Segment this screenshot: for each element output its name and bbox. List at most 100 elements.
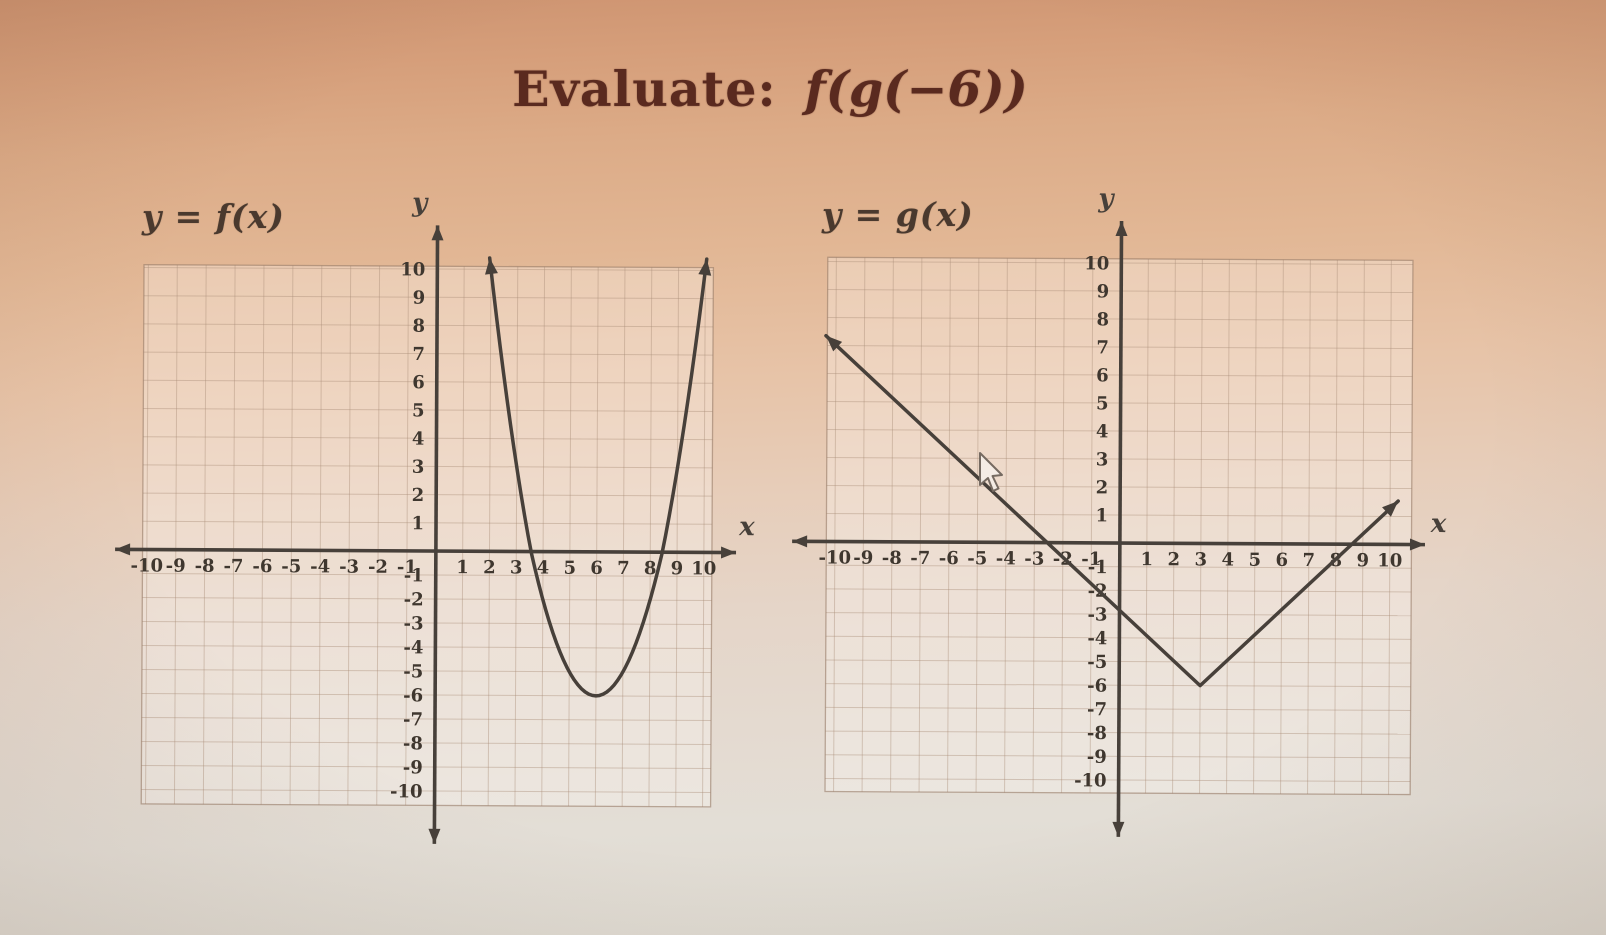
grid-line: [143, 295, 714, 300]
grid-line: [142, 464, 713, 469]
grid-line: [141, 716, 712, 721]
x-tick-label: -10: [130, 555, 163, 576]
x-tick-label: 2: [1167, 549, 1180, 570]
grid-line: [975, 258, 980, 793]
graph-f-title: y = f(x): [142, 197, 285, 236]
grid-line: [1307, 259, 1311, 795]
grid-line: [890, 257, 894, 792]
grid-line: [142, 572, 712, 577]
y-tick-label: -5: [1087, 652, 1107, 673]
x-tick-label: 6: [590, 558, 603, 579]
grid-line: [260, 265, 265, 805]
x-axis-label: x: [738, 512, 755, 542]
x-axis-left-arrowhead: [792, 535, 808, 548]
grid-line: [142, 644, 712, 649]
grid-line: [143, 379, 713, 384]
grid-line: [141, 788, 711, 793]
x-tick-label: 9: [671, 558, 684, 579]
grid-line: [1388, 260, 1392, 795]
y-tick-label: 8: [412, 316, 425, 337]
grid-line: [142, 596, 712, 601]
x-tick-label: 4: [1221, 550, 1234, 571]
x-tick-label: 10: [1377, 550, 1402, 571]
y-tick-label: 2: [412, 485, 425, 506]
problem-title-prefix: Evaluate:: [512, 60, 777, 118]
grid-line: [648, 267, 653, 807]
x-tick-label: 3: [510, 557, 523, 578]
x-tick-label: 1: [456, 557, 469, 578]
grid-line: [231, 265, 236, 805]
function-curve: [487, 256, 709, 698]
grid-line: [514, 266, 519, 806]
grid-line: [142, 520, 713, 525]
x-tick-label: -6: [939, 548, 959, 569]
grid-line: [141, 692, 712, 697]
y-axis-bottom-arrowhead: [428, 828, 441, 844]
grid-line: [568, 266, 572, 807]
y-tick-label: 7: [1096, 337, 1109, 358]
y-tick-label: -6: [403, 685, 423, 706]
curve-end-arrowhead: [698, 259, 712, 276]
grid-line: [487, 266, 492, 806]
grid-line: [1199, 259, 1203, 794]
x-tick-label: -5: [967, 548, 987, 569]
x-axis: [792, 539, 1425, 547]
y-tick-label: -5: [403, 661, 423, 682]
y-tick-label: 6: [1096, 365, 1109, 386]
grid-line: [1061, 258, 1065, 793]
curve-start-arrowhead: [485, 257, 498, 275]
y-tick-label: 1: [411, 513, 424, 534]
grid-line: [141, 740, 711, 745]
grid-border: [824, 256, 1414, 796]
graph-g-title: y = g(x): [822, 195, 974, 234]
x-tick-label: 6: [1275, 550, 1288, 571]
x-axis: [115, 547, 737, 555]
y-axis-top-arrowhead: [431, 225, 444, 241]
x-tick-label: -1: [1081, 549, 1101, 570]
grid-line: [142, 492, 713, 497]
y-tick-label: 4: [412, 429, 425, 450]
arrow-pointer-icon: [979, 452, 1003, 492]
x-tick-label: -6: [252, 556, 272, 577]
curve-end-arrowhead: [1382, 501, 1399, 517]
grid-line: [1361, 260, 1365, 795]
x-tick-label: -8: [882, 548, 902, 569]
problem-title: Evaluate: f(g(−6)): [0, 60, 1573, 118]
grid-line: [947, 257, 951, 793]
grid-line: [1334, 259, 1338, 795]
x-tick-label: 7: [1302, 550, 1315, 571]
grid-line: [143, 436, 713, 441]
y-tick-label: 9: [413, 288, 426, 309]
grid-line: [1172, 259, 1176, 794]
x-tick-label: 5: [563, 558, 576, 579]
grid-line: [141, 764, 711, 769]
x-axis-right-arrowhead: [1409, 538, 1425, 551]
x-tick-label: -4: [310, 556, 330, 577]
y-tick-label: 6: [412, 372, 425, 393]
y-tick-label: -1: [404, 565, 424, 586]
grid-paper: [141, 264, 714, 807]
grid-line: [1253, 259, 1257, 794]
y-tick-label: -3: [403, 613, 423, 634]
x-axis-right-arrowhead: [721, 546, 737, 559]
grid-line: [202, 265, 207, 805]
y-tick-label: 3: [1096, 449, 1109, 470]
x-tick-label: -5: [281, 556, 301, 577]
grid-line: [141, 668, 712, 673]
function-curve: [824, 333, 1400, 688]
y-tick-label: -4: [403, 637, 423, 658]
x-axis-left-arrowhead: [115, 543, 131, 556]
y-tick-label: -7: [1087, 699, 1107, 720]
y-tick-label: 9: [1097, 281, 1110, 302]
x-tick-label: 4: [537, 558, 550, 579]
y-tick-label: -6: [1087, 676, 1107, 697]
grid-line: [918, 257, 923, 793]
y-tick-label: -4: [1087, 628, 1107, 649]
x-tick-label: -10: [818, 547, 851, 568]
y-axis-bottom-arrowhead: [1112, 821, 1125, 837]
grid-line: [144, 266, 714, 271]
curve-start-arrowhead: [825, 335, 843, 352]
grid-line: [594, 267, 599, 807]
grid-line: [347, 265, 352, 805]
grid-line: [541, 266, 546, 806]
